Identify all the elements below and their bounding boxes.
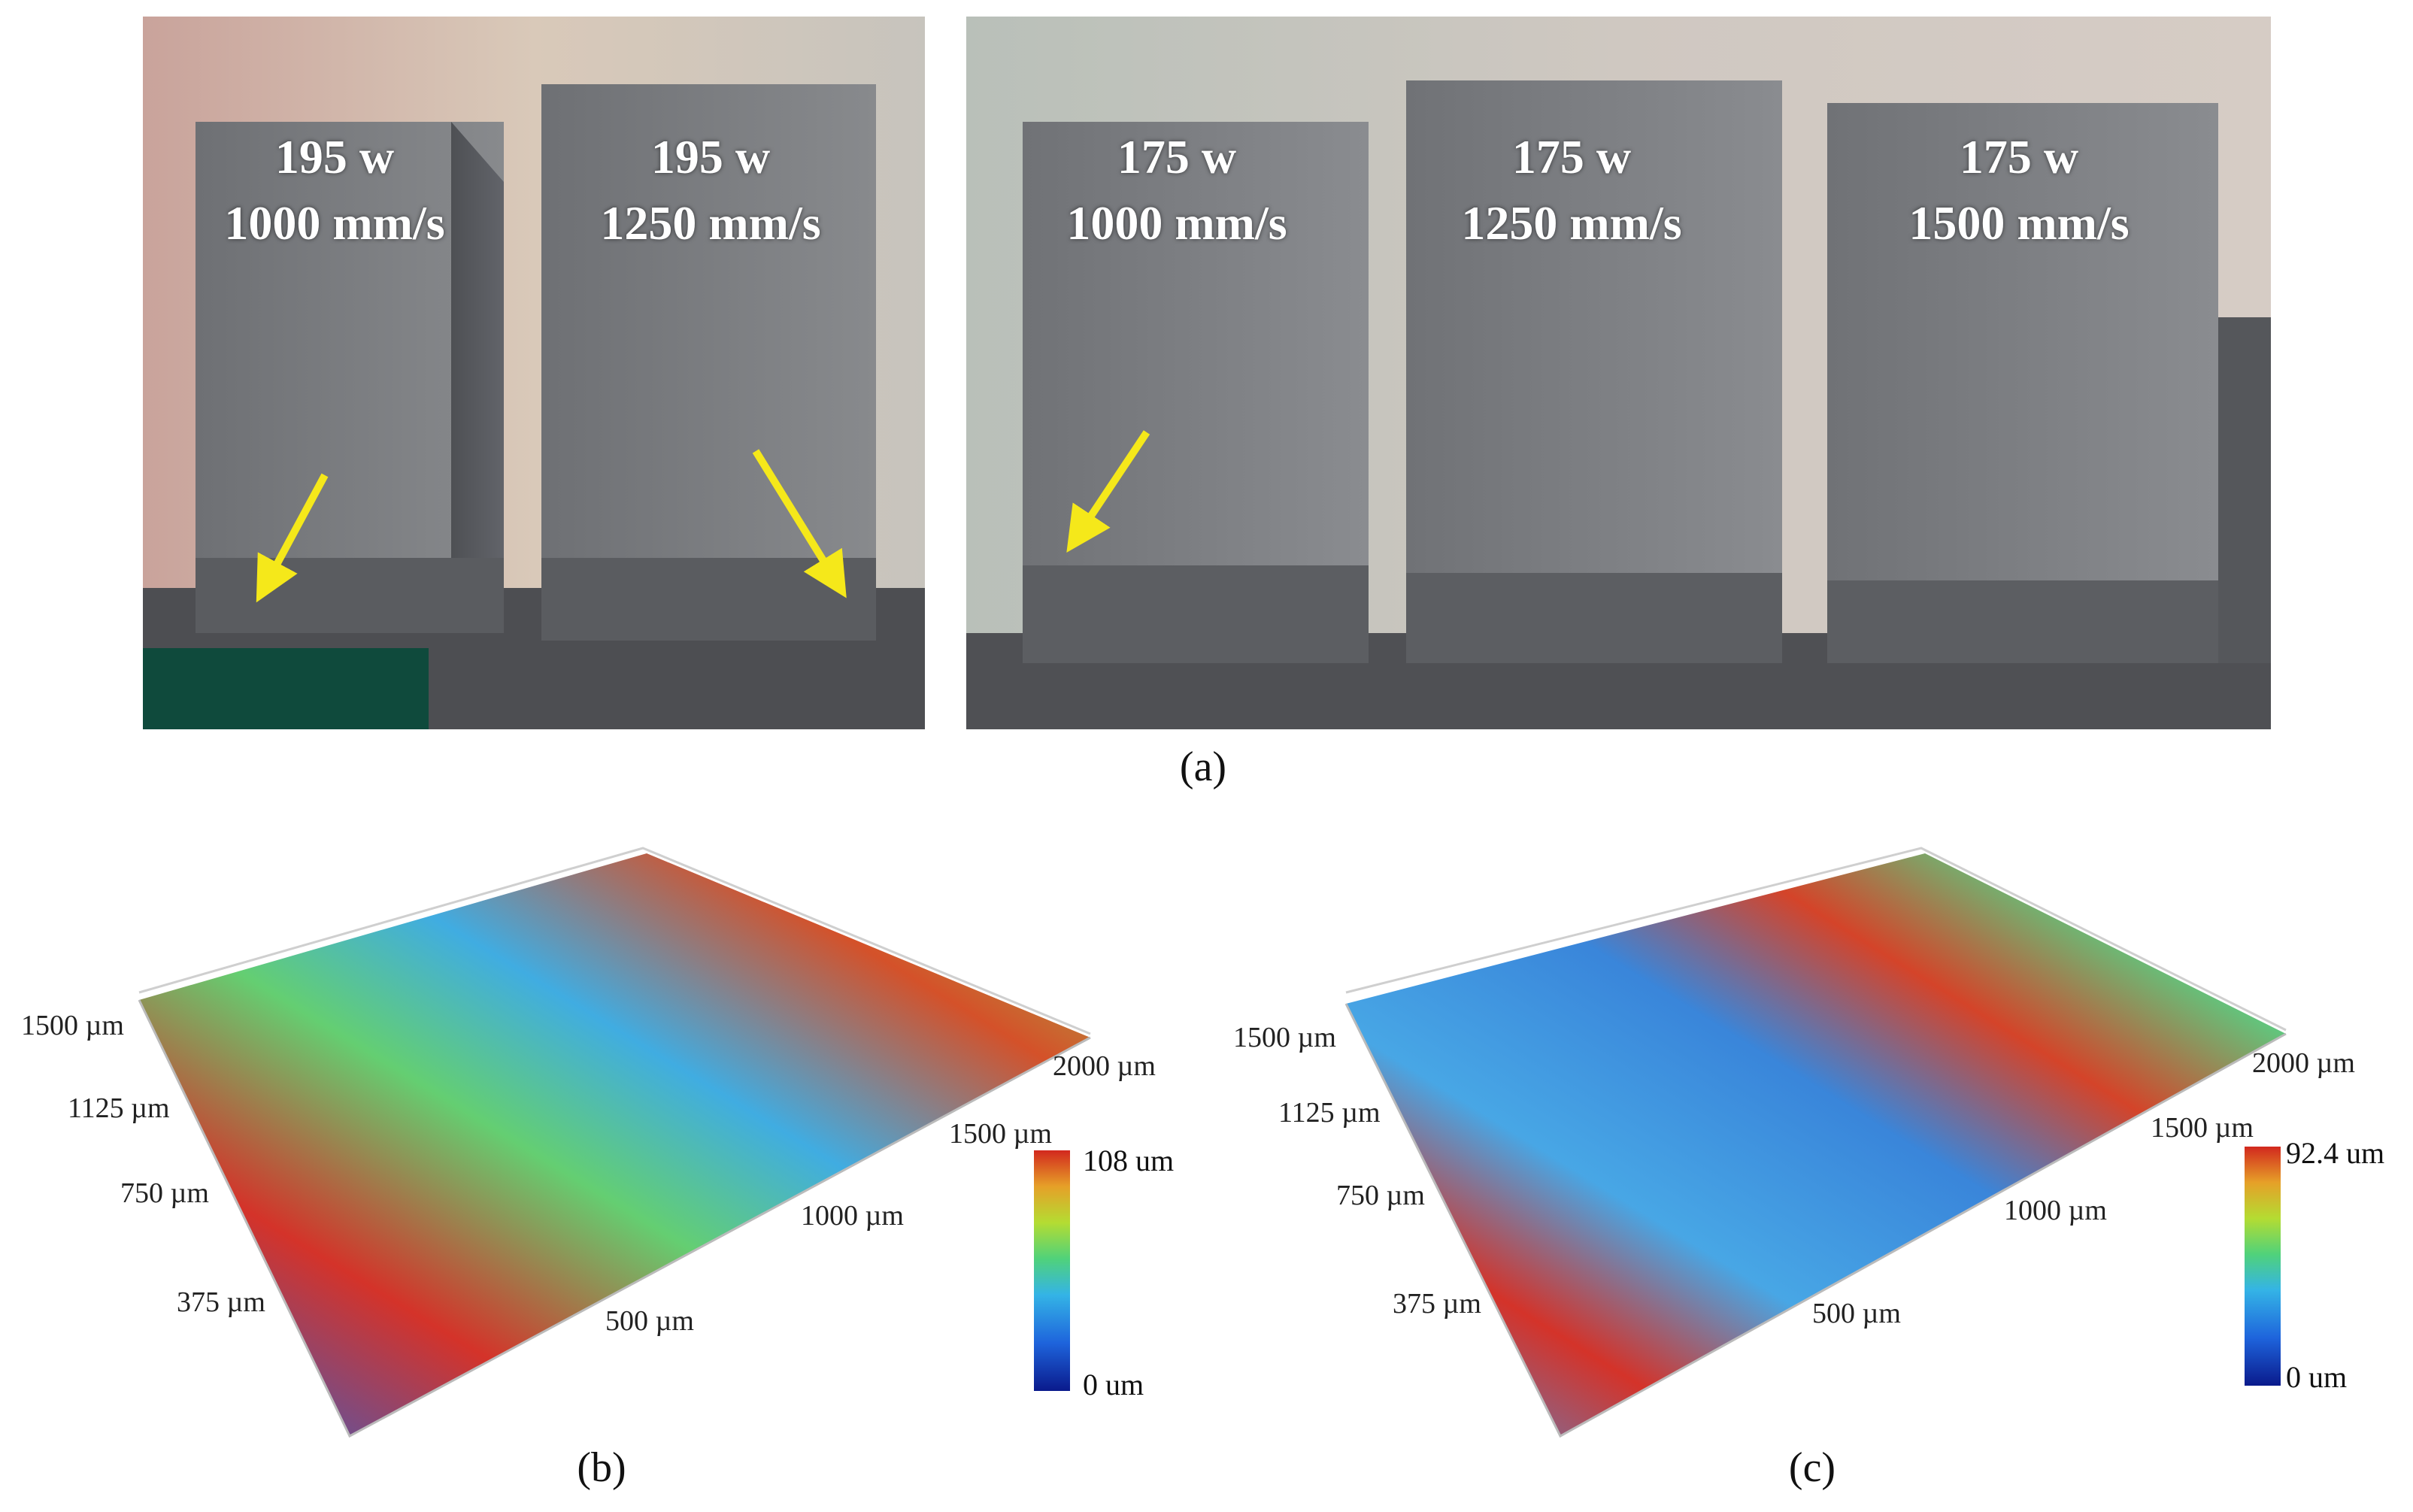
colorbar-b [1034,1150,1070,1391]
colorbar-c-max: 92.4 um [2286,1136,2385,1170]
photo-right [966,17,2271,729]
photo-left [143,17,925,729]
y-tick-c-1500: 1500 µm [1233,1022,1336,1053]
y-tick-b-1125: 1125 µm [68,1092,170,1124]
x-tick-b-500: 500 µm [605,1305,694,1337]
block-label-175-1500: 175 w 1500 mm/s [1908,130,2130,250]
y-tick-b-1500: 1500 µm [21,1010,124,1041]
y-tick-b-750: 750 µm [120,1177,209,1209]
x-tick-b-2000: 2000 µm [1053,1050,1156,1082]
caption-a: (a) [1179,744,1227,790]
y-tick-c-750: 750 µm [1336,1180,1425,1211]
y-tick-c-375: 375 µm [1393,1288,1481,1320]
x-tick-c-2000: 2000 µm [2252,1047,2355,1079]
caption-c: (c) [1788,1444,1836,1491]
x-tick-b-1000: 1000 µm [801,1200,904,1232]
block-label-195-1000: 195 w 1000 mm/s [224,130,445,250]
x-tick-b-1500: 1500 µm [949,1118,1052,1150]
x-tick-c-1000: 1000 µm [2004,1195,2107,1226]
x-tick-c-1500: 1500 µm [2151,1112,2254,1144]
y-tick-c-1125: 1125 µm [1278,1097,1381,1129]
block-label-175-1000: 175 w 1000 mm/s [1066,130,1287,250]
colorbar-b-max: 108 um [1083,1144,1175,1177]
colorbar-b-min: 0 um [1083,1368,1144,1401]
photo-right-drawing [966,17,2271,729]
colorbar-c [2245,1147,2281,1386]
colorbar-c-min: 0 um [2286,1360,2348,1394]
block-label-195-1250: 195 w 1250 mm/s [600,130,821,250]
block-label-175-1250: 175 w 1250 mm/s [1461,130,1682,250]
x-tick-c-500: 500 µm [1812,1298,1901,1329]
y-tick-b-375: 375 µm [177,1286,265,1318]
caption-b: (b) [577,1444,626,1491]
photo-left-drawing [143,17,925,729]
